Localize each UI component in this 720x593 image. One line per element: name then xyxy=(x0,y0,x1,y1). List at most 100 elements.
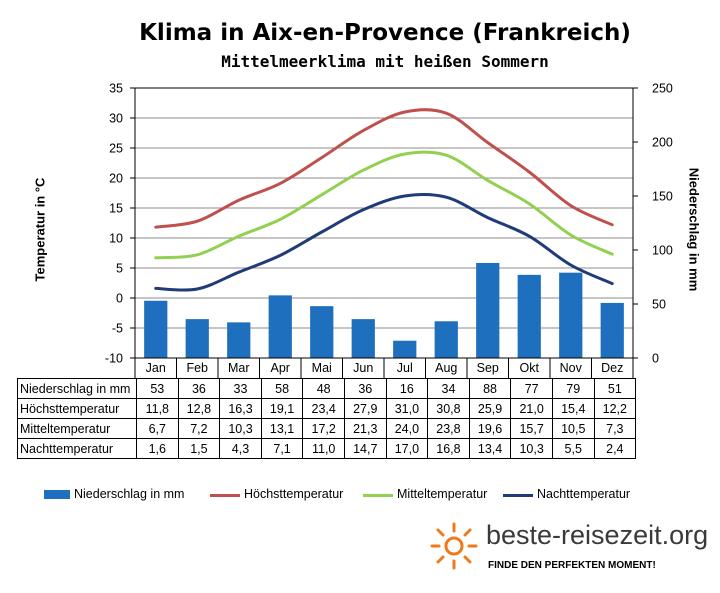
table-row: Mitteltemperatur 6,7 7,2 10,3 13,1 17,2 21,3 24… xyxy=(17,418,637,439)
table-row: Höchsttemperatur 11,8 12,8 16,3 19,1 23,4 27,9… xyxy=(17,398,637,419)
legend-label: Niederschlag in mm xyxy=(74,487,185,501)
table-cell: 17,2 xyxy=(302,418,345,439)
bar-niederschlag xyxy=(393,340,417,358)
y-tick-label: 0 xyxy=(116,292,123,306)
bar-niederschlag xyxy=(476,262,500,358)
bar-niederschlag xyxy=(559,272,583,358)
x-tick-label: Jul xyxy=(397,361,413,375)
table-cell: 36 xyxy=(177,378,221,399)
table-cell: 51 xyxy=(593,378,637,399)
table-cell: 2,4 xyxy=(593,438,637,459)
table-cell: 19,6 xyxy=(468,418,512,439)
table-cell: 88 xyxy=(468,378,512,399)
bar-niederschlag xyxy=(351,319,375,358)
legend-swatch xyxy=(363,494,393,497)
table-cell: 14,7 xyxy=(343,438,387,459)
bar-niederschlag xyxy=(227,322,251,358)
table-cell: 17,0 xyxy=(385,438,429,459)
table-cell: 13,1 xyxy=(260,418,304,439)
y-tick-label: 35 xyxy=(109,82,123,96)
x-tick-label: Jan xyxy=(146,361,166,375)
table-cell: 24,0 xyxy=(385,418,429,439)
table-cell: 33 xyxy=(219,378,262,399)
table-row-label: Höchsttemperatur xyxy=(17,398,137,419)
table-row-label: Niederschlag in mm xyxy=(17,378,137,399)
x-tick-label: Mar xyxy=(228,361,250,375)
y-tick-label: -10 xyxy=(105,352,123,366)
table-cell: 31,0 xyxy=(385,398,429,419)
x-tick-label: Dez xyxy=(601,361,623,375)
table-cell: 5,5 xyxy=(551,438,595,459)
legend-swatch xyxy=(210,494,240,497)
table-cell: 7,3 xyxy=(593,418,637,439)
bar-niederschlag xyxy=(517,274,541,358)
table-cell: 27,9 xyxy=(343,398,387,419)
grid-lines xyxy=(135,87,633,359)
table-row: Nachttemperatur 1,6 1,5 4,3 7,1 11,0 14,7 17,0 1… xyxy=(17,438,637,459)
y-tick-label-right: 0 xyxy=(652,352,659,366)
table-cell: 15,4 xyxy=(551,398,595,419)
table-cell: 34 xyxy=(427,378,470,399)
x-tick-label: Aug xyxy=(435,361,457,375)
bar-niederschlag xyxy=(600,302,624,358)
table-cell: 13,4 xyxy=(468,438,512,459)
y-tick-label-right: 250 xyxy=(652,82,673,96)
y-tick-label: 5 xyxy=(116,262,123,276)
table-row: Niederschlag in mm 53 36 33 58 48 36 16 34 88 77 79… xyxy=(17,378,637,399)
y-tick-label-right: 200 xyxy=(652,136,673,150)
legend-label: Nachttemperatur xyxy=(537,487,631,501)
x-tick-label: Sep xyxy=(477,361,499,375)
y-tick-label: 30 xyxy=(109,112,123,126)
table-cell: 21,0 xyxy=(510,398,553,419)
table-cell: 4,3 xyxy=(219,438,262,459)
y-tick-label: 20 xyxy=(109,172,123,186)
table-cell: 10,5 xyxy=(551,418,595,439)
table-cell: 10,3 xyxy=(510,438,553,459)
bar-niederschlag xyxy=(185,319,209,358)
chart-title: Klima in Aix-en-Provence (Frankreich) xyxy=(139,20,631,46)
plot-frame xyxy=(134,87,634,359)
x-tick-label: Jun xyxy=(353,361,373,375)
table-cell: 16,8 xyxy=(427,438,470,459)
temperature-lines xyxy=(154,108,614,292)
x-tick-label: Feb xyxy=(186,361,208,375)
table-cell: 23,4 xyxy=(302,398,345,419)
table-cell: 30,8 xyxy=(427,398,470,419)
legend-swatch xyxy=(44,490,70,499)
table-cell: 53 xyxy=(136,378,179,399)
precipitation-bars xyxy=(144,262,624,358)
y-tick-label: 10 xyxy=(109,232,123,246)
table-cell: 21,3 xyxy=(343,418,387,439)
table-cell: 36 xyxy=(343,378,387,399)
bar-niederschlag xyxy=(268,295,292,358)
legend-label: Mitteltemperatur xyxy=(397,487,488,501)
table-row-label: Nachttemperatur xyxy=(17,438,137,459)
table-cell: 16,3 xyxy=(219,398,262,419)
bar-niederschlag xyxy=(310,306,334,358)
table-cell: 7,1 xyxy=(260,438,304,459)
y-tick-label: -5 xyxy=(112,322,123,336)
line-nachttemperatur xyxy=(154,192,614,292)
table-cell: 77 xyxy=(510,378,553,399)
axes xyxy=(130,87,638,378)
table-cell: 19,1 xyxy=(260,398,304,419)
brand-name: beste-reisezeit.org xyxy=(486,520,709,550)
table-cell: 1,6 xyxy=(136,438,179,459)
table-row-label: Mitteltemperatur xyxy=(17,418,137,439)
legend-swatch xyxy=(503,494,533,497)
table-cell: 16 xyxy=(385,378,429,399)
line-mitteltemperatur xyxy=(154,150,614,260)
table-cell: 6,7 xyxy=(136,418,179,439)
x-tick-label: Okt xyxy=(520,361,540,375)
x-tick-label: Nov xyxy=(560,361,583,375)
legend-label: Höchsttemperatur xyxy=(244,487,344,501)
table-cell: 11,8 xyxy=(136,398,179,419)
table-cell: 11,0 xyxy=(302,438,345,459)
sun-logo-icon xyxy=(430,522,478,570)
table-cell: 10,3 xyxy=(219,418,262,439)
table-cell: 7,2 xyxy=(177,418,221,439)
y-tick-label-right: 50 xyxy=(652,298,666,312)
y-axis-title-left: Temperatur in °C xyxy=(32,177,48,282)
y-tick-label: 25 xyxy=(109,142,123,156)
